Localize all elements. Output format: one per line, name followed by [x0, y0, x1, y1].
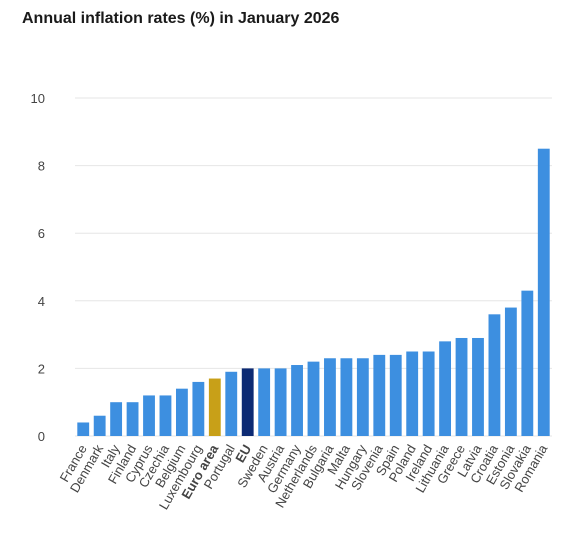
bar-malta[interactable]: [340, 358, 353, 436]
bar-netherlands[interactable]: [307, 361, 320, 436]
y-tick-label: 10: [31, 91, 45, 106]
bar-greece[interactable]: [455, 337, 468, 436]
bar-luxembourg[interactable]: [192, 381, 205, 436]
bar-denmark[interactable]: [93, 415, 106, 436]
bar-croatia[interactable]: [488, 314, 501, 436]
y-tick-label: 6: [38, 226, 45, 241]
chart-title: Annual inflation rates (%) in January 20…: [22, 10, 340, 27]
y-tick-label: 2: [38, 361, 45, 376]
bar-cyprus[interactable]: [143, 395, 155, 436]
bar-hungary[interactable]: [356, 358, 369, 436]
bar-slovenia[interactable]: [373, 354, 386, 436]
y-axis: 0 2 4 6 8 10: [31, 91, 45, 444]
bar-latvia[interactable]: [472, 337, 484, 436]
bar-eu[interactable]: [241, 368, 254, 436]
bar-italy[interactable]: [110, 402, 123, 436]
bar-czechia[interactable]: [159, 395, 172, 436]
bar-romania[interactable]: [537, 148, 550, 436]
bar-germany[interactable]: [291, 365, 303, 436]
bar-ireland[interactable]: [422, 351, 435, 437]
x-axis: FranceDenmarkItalyFinlandCyprusCzechiaBe…: [57, 441, 551, 512]
y-tick-label: 4: [38, 294, 45, 309]
bars: [77, 148, 550, 437]
bar-austria[interactable]: [274, 368, 287, 436]
bar-euro-area[interactable]: [208, 378, 221, 436]
bar-spain[interactable]: [389, 354, 402, 436]
bar-sweden[interactable]: [258, 368, 271, 436]
bar-france[interactable]: [77, 422, 90, 436]
bar-bulgaria[interactable]: [324, 358, 336, 436]
bar-belgium[interactable]: [175, 388, 188, 436]
bar-lithuania[interactable]: [439, 341, 452, 436]
y-tick-label: 0: [38, 429, 45, 444]
bar-slovakia[interactable]: [521, 290, 534, 436]
y-tick-label: 8: [38, 159, 45, 174]
bar-poland[interactable]: [406, 351, 419, 437]
bar-estonia[interactable]: [504, 307, 517, 436]
bar-finland[interactable]: [126, 402, 139, 436]
bar-portugal[interactable]: [225, 371, 238, 436]
